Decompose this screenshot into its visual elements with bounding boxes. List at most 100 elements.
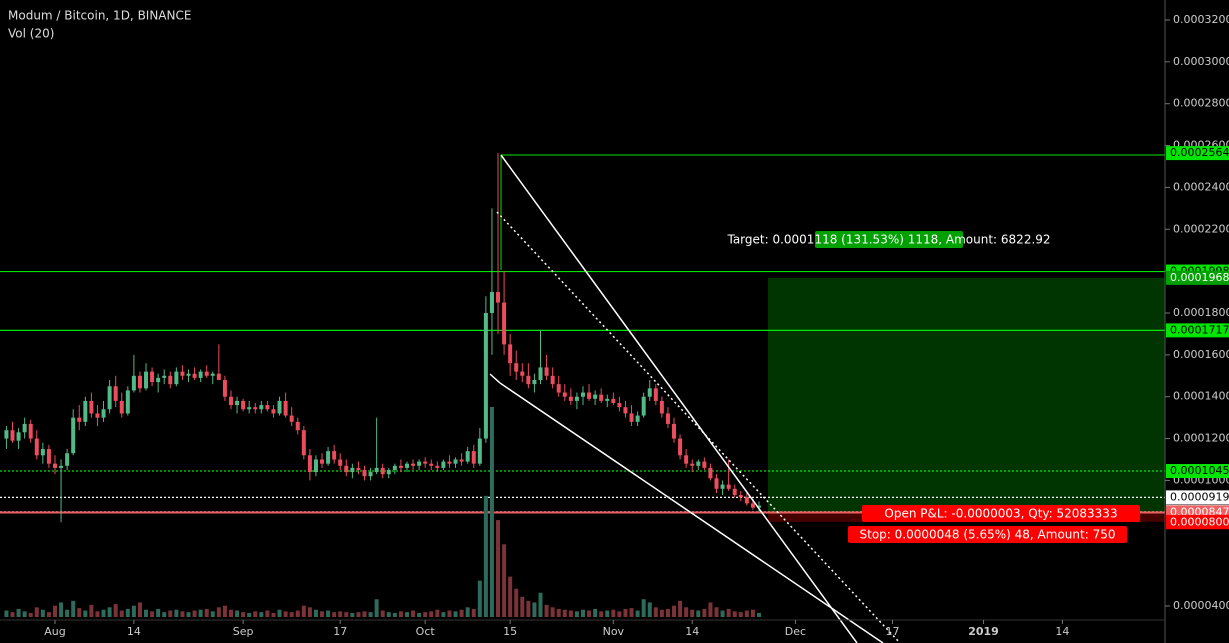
candle-body: [119, 400, 124, 414]
volume-bar: [756, 612, 761, 617]
volume-label: Vol (20): [8, 27, 54, 41]
volume-bar: [174, 609, 179, 617]
candle-body: [514, 363, 519, 372]
position-label: Stop: 0.0000048 (5.65%) 48, Amount: 750: [860, 528, 1116, 542]
candle-body: [77, 417, 82, 422]
candle-body: [647, 388, 652, 397]
volume-bar: [568, 610, 573, 617]
volume-bar: [374, 599, 379, 617]
volume-bar: [599, 611, 604, 617]
candle-body: [532, 379, 537, 385]
candle-body: [247, 407, 252, 410]
x-tick-label: Nov: [603, 625, 625, 638]
x-tick-label: Aug: [44, 625, 65, 638]
tags: Target: 0.0001118 (131.53%) 1118, Amount…: [726, 146, 1229, 543]
x-tick-label: 15: [503, 625, 517, 638]
level-tag-bg: [1166, 515, 1229, 530]
candle-body: [386, 469, 391, 475]
candle-body: [22, 423, 27, 433]
position-label: Open P&L: -0.0000003, Qty: 52083333: [884, 507, 1117, 521]
profit-zone: [768, 277, 1165, 512]
candle-body: [678, 438, 683, 456]
candle-body: [684, 455, 689, 464]
volume-bar: [623, 608, 628, 617]
candle-body: [283, 400, 288, 416]
volume-bar: [362, 611, 367, 617]
candle-body: [726, 484, 731, 489]
volume-bar: [350, 612, 355, 617]
level-tag-bg: [1166, 270, 1229, 285]
candle-body: [471, 451, 476, 464]
volume-bar: [271, 612, 276, 617]
candle-body: [489, 292, 494, 313]
volume-bar: [241, 612, 246, 617]
volume-bar: [59, 602, 64, 617]
candle-body: [295, 421, 300, 431]
candle-body: [744, 497, 749, 504]
trendline: [489, 373, 501, 384]
volume-bar: [593, 608, 598, 617]
level-tag: 0.0000919: [1170, 490, 1229, 503]
candle-body: [520, 371, 525, 376]
y-tick-label: 0.0001200: [1173, 432, 1229, 445]
volume-bar: [344, 612, 349, 617]
candle-body: [313, 459, 318, 473]
volume-bar: [672, 605, 677, 617]
level-tag-bg: [1166, 464, 1229, 479]
candle-body: [52, 463, 57, 468]
position-tool: [768, 277, 1165, 522]
volume-bar: [508, 576, 513, 617]
volume-bar: [641, 599, 646, 617]
candle-body: [222, 379, 227, 397]
candle-body: [198, 371, 203, 378]
volume-bar: [71, 600, 76, 617]
candle-body: [356, 467, 361, 470]
x-tick-label: Dec: [785, 625, 806, 638]
volume-bar: [235, 610, 240, 617]
volume-bar: [46, 612, 51, 617]
candle-body: [411, 463, 416, 466]
volume-bar: [665, 608, 670, 617]
position-label-bg: [862, 505, 1140, 522]
candle-body: [186, 373, 191, 376]
candle-body: [544, 367, 549, 376]
volume-bar: [441, 612, 446, 617]
candle-body: [756, 505, 761, 508]
x-tick-label: 17: [333, 625, 347, 638]
volume-bar: [653, 607, 658, 617]
candle-body: [362, 469, 367, 477]
candle-body: [702, 461, 707, 468]
volume-bar: [283, 611, 288, 617]
candle-body: [192, 373, 197, 378]
candle-body: [641, 396, 646, 416]
volume-bar: [356, 612, 361, 617]
candle-body: [659, 400, 664, 414]
candle-body: [65, 453, 70, 466]
volume-bar: [198, 609, 203, 617]
candle-body: [690, 463, 695, 466]
candles: [4, 153, 761, 523]
volume-bar: [368, 612, 373, 617]
volume-bar: [107, 607, 112, 617]
volume-bar: [156, 608, 161, 617]
volume-bar: [726, 608, 731, 617]
volume-bar: [423, 612, 428, 617]
candle-body: [453, 459, 458, 464]
level-tag: 0.0000800: [1170, 515, 1229, 528]
volume-bar: [471, 608, 476, 617]
volume-bar: [222, 605, 227, 617]
candle-body: [107, 386, 112, 410]
candle-body: [34, 438, 39, 456]
position-label-bg: [848, 526, 1127, 543]
candle-body: [629, 413, 634, 422]
candle-body: [168, 375, 173, 385]
volume-bar: [477, 580, 482, 617]
candle-body: [150, 371, 155, 383]
candle-body: [380, 467, 385, 475]
volume-bar: [538, 592, 543, 617]
volume-bar: [4, 610, 9, 617]
candle-body: [526, 375, 531, 385]
volume-bar: [277, 609, 282, 617]
x-tick-label: 14: [127, 625, 141, 638]
y-tick-label: 0.0003000: [1173, 55, 1229, 68]
